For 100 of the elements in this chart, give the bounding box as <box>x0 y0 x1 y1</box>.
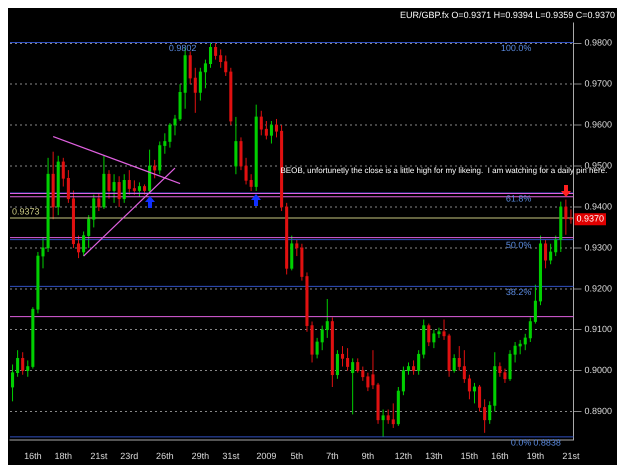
x-tick-label: 13th <box>425 451 443 462</box>
candlestick <box>518 339 522 355</box>
candlestick <box>427 323 430 347</box>
candlestick <box>87 214 90 248</box>
candlestick <box>437 327 440 338</box>
candlestick <box>564 199 568 236</box>
candlestick <box>41 237 45 269</box>
candlestick <box>274 118 278 138</box>
candlestick <box>326 298 329 338</box>
candlestick <box>503 368 506 384</box>
candlestick <box>118 176 121 208</box>
candlestick <box>544 239 548 269</box>
candlestick <box>66 170 70 204</box>
candlestick <box>295 239 298 257</box>
x-tick-label: 21st <box>562 451 580 462</box>
candlestick <box>173 114 177 136</box>
candlestick <box>188 50 192 85</box>
candlestick <box>468 374 471 400</box>
candlestick <box>142 184 146 196</box>
annotation: 100.0% <box>500 42 532 53</box>
candlestick <box>534 284 537 324</box>
x-tick-label: 15th <box>460 451 478 462</box>
y-tick-label: 0.9100 <box>584 324 612 334</box>
x-tick-label: 16th <box>491 451 509 462</box>
candlestick <box>168 122 172 148</box>
candlestick <box>26 360 30 378</box>
candlestick <box>549 243 552 265</box>
candlestick <box>214 42 218 60</box>
candlestick <box>478 384 482 412</box>
chart-title: EUR/GBP.fx O=0.9371 H=0.9394 L=0.9359 C=0.9370 <box>400 10 615 20</box>
candlestick <box>472 382 476 404</box>
x-tick-label: 16th <box>24 451 42 462</box>
x-tick-label: 31st <box>222 451 240 462</box>
candlestick <box>488 400 492 424</box>
candlestick <box>417 350 420 376</box>
candlestick <box>244 157 248 185</box>
candlestick <box>62 157 65 187</box>
candlestick <box>92 194 96 228</box>
candlestick <box>346 348 350 372</box>
x-tick-label: 23rd <box>120 451 138 462</box>
x-tick-label: 29th <box>192 451 210 462</box>
candlestick <box>224 55 228 76</box>
candlestick <box>462 350 466 384</box>
candlestick <box>320 325 324 351</box>
candlestick <box>412 360 416 376</box>
y-tick-label: 0.9300 <box>584 242 612 252</box>
y-tick-label: 0.9200 <box>584 283 612 294</box>
candlestick <box>371 350 374 390</box>
candlestick <box>498 362 502 378</box>
x-tick-label: 5th <box>290 451 304 462</box>
candlestick <box>77 235 80 259</box>
candlestick <box>107 170 111 200</box>
candlestick <box>264 120 268 140</box>
annotation: 0.9802 <box>168 42 196 53</box>
candlestick <box>351 358 354 415</box>
candlestick <box>153 159 156 179</box>
candlestick <box>361 366 364 382</box>
candlestick <box>528 316 532 342</box>
candlestick <box>432 329 436 349</box>
x-tick-label: 9th <box>362 451 374 462</box>
candlestick <box>82 231 86 257</box>
candlestick <box>514 341 517 363</box>
candlestick <box>122 174 126 204</box>
candlestick <box>198 67 202 102</box>
candlestick <box>208 42 212 68</box>
candlestick <box>336 350 339 380</box>
candlestick <box>97 192 100 212</box>
candlestick <box>250 174 253 192</box>
annotation: 0.9370 <box>576 214 604 224</box>
candlestick <box>452 354 456 374</box>
x-tick-label: 21st <box>90 451 108 462</box>
candlestick <box>11 364 14 402</box>
candlestick <box>219 48 222 68</box>
annotation: 0.0% <box>510 437 532 448</box>
candlestick <box>316 337 319 359</box>
candlestick <box>554 235 558 257</box>
y-tick-label: 0.9800 <box>584 38 612 48</box>
x-tick-label: 2009 <box>256 451 276 462</box>
x-tick-label: 26th <box>156 451 174 462</box>
candlestick <box>163 132 166 154</box>
candlestick <box>270 120 273 144</box>
candlestick <box>386 409 390 424</box>
candlestick <box>260 110 263 136</box>
candlestick <box>112 174 116 204</box>
annotation: 0.8838 <box>533 437 561 448</box>
candlestick <box>442 318 446 340</box>
candlestick <box>483 398 486 434</box>
x-tick-label: 19th <box>526 451 544 462</box>
x-tick-label: 7th <box>326 451 339 462</box>
annotation: 50.0% <box>506 240 532 250</box>
candlestick <box>16 350 20 378</box>
ref-line-label: 0.9373 <box>12 206 40 216</box>
candlestick <box>128 170 131 196</box>
y-tick-label: 0.9400 <box>584 201 612 212</box>
candlestick <box>138 182 141 198</box>
x-tick-label: 12th <box>394 451 412 462</box>
candlestick <box>21 352 24 376</box>
candlestick <box>204 59 207 89</box>
candlestick <box>406 362 410 376</box>
x-tick-label: 18th <box>54 451 72 462</box>
